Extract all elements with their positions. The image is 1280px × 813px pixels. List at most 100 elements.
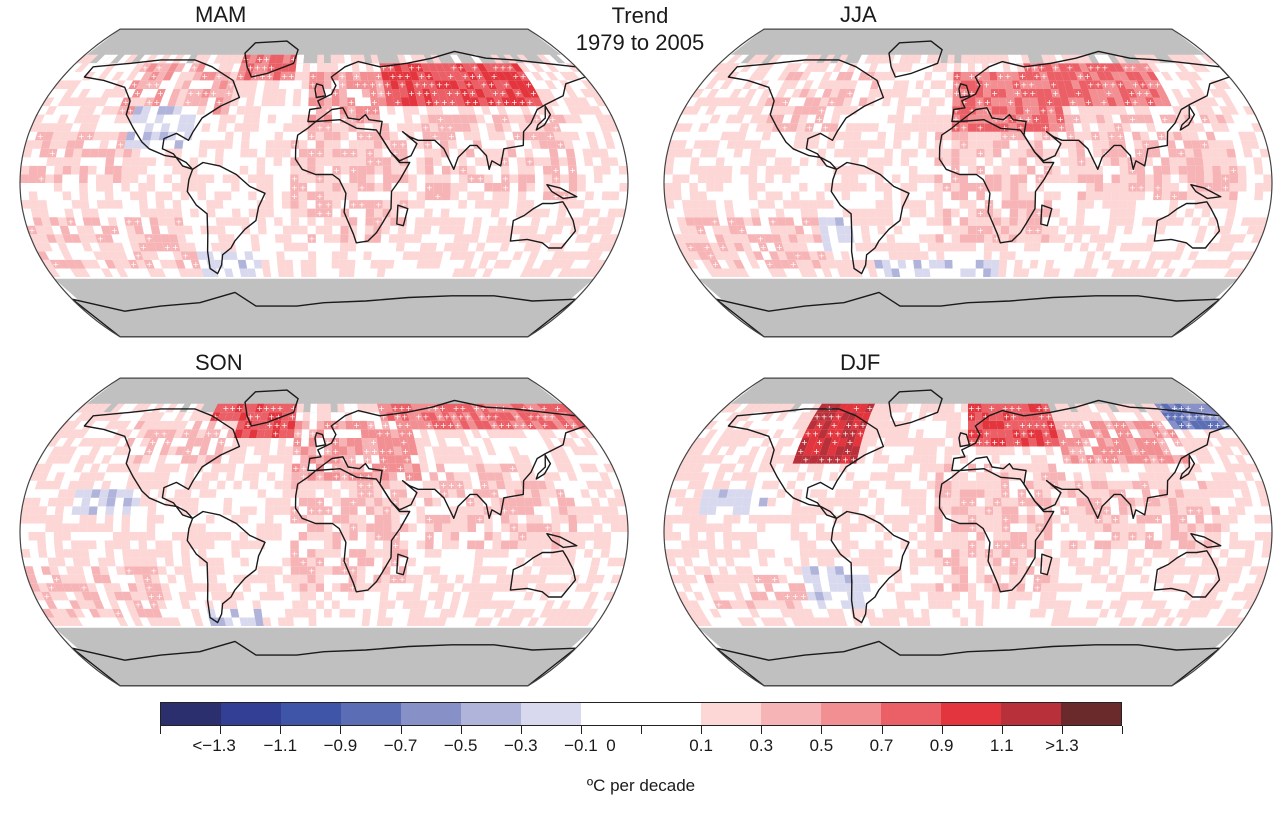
trend-cell — [37, 455, 50, 464]
trend-cell — [787, 80, 800, 89]
trend-cell — [1050, 63, 1061, 72]
trend-cell — [172, 106, 183, 115]
trend-cell — [324, 472, 333, 481]
trend-cell — [206, 420, 217, 430]
significance-marker: + — [1046, 98, 1053, 107]
trend-cell — [268, 403, 278, 413]
trend-cell — [886, 234, 896, 243]
trend-cell — [254, 438, 264, 447]
trend-cell — [1176, 148, 1186, 158]
trend-cell — [45, 514, 55, 524]
trend-cell — [291, 472, 300, 481]
trend-cell — [163, 540, 173, 550]
trend-cell — [339, 251, 348, 260]
trend-cell — [432, 148, 442, 158]
trend-cell — [542, 268, 555, 277]
trend-cell — [757, 200, 767, 209]
trend-cell — [896, 251, 906, 260]
trend-cell — [346, 268, 355, 277]
significance-marker: + — [446, 89, 453, 98]
trend-cell — [711, 63, 727, 72]
trend-cell — [577, 446, 591, 456]
trend-cell — [539, 259, 552, 269]
trend-cell — [834, 217, 845, 226]
trend-cell — [1056, 234, 1067, 243]
trend-cell — [936, 251, 945, 260]
trend-cell — [174, 217, 184, 226]
trend-cell — [299, 114, 309, 124]
trend-cell — [127, 583, 138, 592]
significance-marker: + — [146, 81, 153, 90]
significance-marker: + — [1041, 72, 1048, 81]
trend-cell — [1085, 106, 1096, 115]
trend-cell — [229, 446, 240, 456]
trend-cell — [168, 472, 179, 481]
trend-cell — [62, 472, 74, 481]
trend-cell — [1054, 106, 1064, 115]
trend-cell — [926, 131, 936, 141]
figure-title: Trend 1979 to 2005 — [540, 2, 740, 56]
trend-cell — [508, 549, 518, 558]
trend-cell — [194, 242, 205, 252]
trend-cell — [490, 557, 500, 567]
trend-cell — [1058, 89, 1068, 98]
trend-cell — [1136, 183, 1146, 192]
trend-cell — [349, 549, 358, 558]
trend-cell — [829, 268, 840, 277]
trend-cell — [308, 89, 317, 98]
trend-cell — [540, 208, 551, 218]
trend-cell — [332, 148, 341, 158]
trend-cell — [332, 463, 341, 473]
trend-cell — [520, 106, 532, 115]
trend-cell — [548, 557, 559, 567]
trend-cell — [777, 71, 790, 81]
trend-cell — [919, 114, 929, 124]
trend-cell — [749, 157, 759, 166]
trend-cell — [316, 71, 324, 81]
trend-cell — [152, 412, 166, 421]
trend-cell — [276, 259, 286, 269]
trend-cell — [475, 191, 485, 201]
trend-cell — [406, 489, 416, 498]
significance-marker: + — [53, 260, 60, 269]
trend-cell — [433, 523, 443, 532]
significance-marker: + — [462, 72, 469, 81]
trend-cell — [483, 549, 493, 558]
trend-cell — [522, 80, 535, 89]
trend-cell — [298, 157, 308, 166]
trend-cell — [763, 234, 774, 243]
significance-marker: + — [378, 89, 385, 98]
trend-cell — [842, 208, 852, 218]
trend-cell — [613, 217, 624, 226]
trend-cell — [382, 165, 392, 175]
trend-cell — [577, 523, 586, 532]
trend-cell — [782, 63, 796, 72]
trend-cell — [32, 140, 43, 149]
trend-cell — [62, 523, 71, 532]
trend-cell — [1001, 157, 1011, 166]
trend-cell — [393, 446, 403, 456]
trend-cell — [697, 183, 707, 192]
trend-cell — [968, 217, 977, 226]
trend-cell — [867, 208, 877, 218]
trend-cell — [1035, 89, 1045, 98]
significance-marker: + — [1028, 81, 1035, 90]
trend-cell — [1066, 131, 1076, 141]
significance-marker: + — [426, 98, 433, 107]
significance-marker: + — [512, 72, 519, 81]
trend-cell — [483, 463, 494, 473]
trend-cell — [1229, 131, 1241, 141]
trend-cell — [1129, 234, 1140, 243]
trend-cell — [1119, 242, 1130, 252]
trend-cell — [39, 208, 50, 218]
trend-cell — [416, 200, 425, 209]
trend-cell — [88, 506, 98, 515]
trend-cell — [88, 446, 101, 456]
trend-cell — [250, 583, 260, 592]
trend-cell — [113, 80, 126, 89]
trend-cell — [198, 557, 208, 567]
trend-cell — [96, 540, 106, 550]
trend-cell — [1073, 268, 1084, 277]
trend-cell — [315, 549, 324, 558]
trend-cell — [37, 191, 47, 201]
